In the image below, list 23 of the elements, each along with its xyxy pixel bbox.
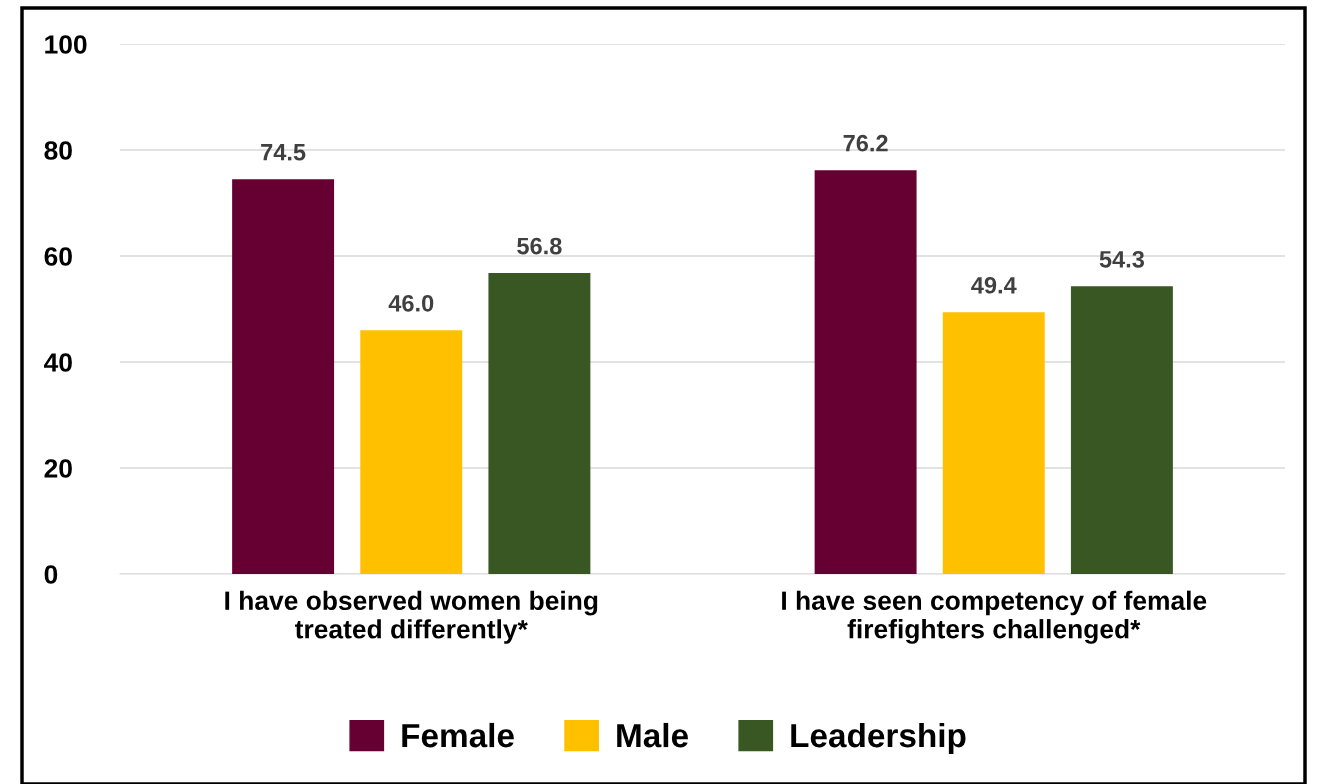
bar	[1070, 286, 1173, 574]
y-tick-label: 40	[44, 353, 72, 372]
y-tick-label: 100	[45, 35, 87, 54]
bar	[942, 312, 1045, 574]
legend-label: Male	[617, 722, 688, 748]
x-tick-label: I have observed women being treated differently*	[225, 590, 598, 644]
bar	[360, 330, 463, 574]
y-tick-label: 20	[44, 459, 72, 478]
text: 46.0	[388, 294, 434, 312]
text: 49.4	[971, 276, 1017, 294]
text: 56.8	[517, 237, 562, 255]
legend-label: Female	[402, 722, 514, 748]
y-tick-label: 0	[44, 565, 58, 584]
text: 74.5	[261, 144, 306, 161]
y-tick-label: 80	[44, 141, 72, 160]
text: 54.3	[1099, 250, 1145, 268]
bar	[814, 170, 917, 574]
bar	[232, 179, 335, 574]
bar	[488, 272, 591, 574]
y-tick-label: 60	[44, 247, 72, 266]
text: 76.2	[843, 134, 888, 152]
legend-label: Leadership	[791, 722, 966, 754]
x-tick-label: I have seen competency of female firefighters challenged*	[782, 590, 1207, 644]
